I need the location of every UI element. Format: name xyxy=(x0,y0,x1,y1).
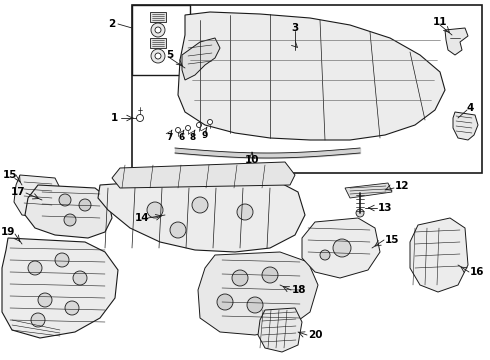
Circle shape xyxy=(170,222,186,238)
Polygon shape xyxy=(258,308,302,352)
Polygon shape xyxy=(410,218,468,292)
Circle shape xyxy=(192,197,208,213)
Text: 14: 14 xyxy=(135,213,149,223)
Text: 17: 17 xyxy=(11,187,25,197)
Text: 3: 3 xyxy=(292,23,298,33)
Polygon shape xyxy=(112,162,295,188)
Circle shape xyxy=(237,204,253,220)
Circle shape xyxy=(73,271,87,285)
Text: 2: 2 xyxy=(108,19,115,29)
Polygon shape xyxy=(302,218,380,278)
Text: 11: 11 xyxy=(433,17,447,27)
Polygon shape xyxy=(345,183,392,198)
Polygon shape xyxy=(178,12,445,140)
Circle shape xyxy=(196,122,201,127)
Circle shape xyxy=(151,49,165,63)
Text: 4: 4 xyxy=(466,103,474,113)
Circle shape xyxy=(232,270,248,286)
Circle shape xyxy=(64,214,76,226)
Bar xyxy=(150,38,166,48)
Circle shape xyxy=(217,294,233,310)
Text: 20: 20 xyxy=(308,330,322,340)
Circle shape xyxy=(186,126,191,130)
Text: 1: 1 xyxy=(111,113,118,123)
Text: 15: 15 xyxy=(3,170,17,180)
Polygon shape xyxy=(198,252,318,335)
Circle shape xyxy=(137,114,144,122)
Circle shape xyxy=(147,202,163,218)
Polygon shape xyxy=(14,175,62,218)
Text: 7: 7 xyxy=(167,134,173,143)
Text: 13: 13 xyxy=(378,203,392,213)
Text: 6: 6 xyxy=(179,134,185,143)
Circle shape xyxy=(31,313,45,327)
Circle shape xyxy=(28,261,42,275)
Circle shape xyxy=(356,209,364,217)
Circle shape xyxy=(320,250,330,260)
Circle shape xyxy=(38,293,52,307)
Text: 18: 18 xyxy=(292,285,307,295)
Bar xyxy=(132,5,190,75)
Bar xyxy=(150,12,166,22)
Polygon shape xyxy=(445,28,468,55)
Circle shape xyxy=(155,53,161,59)
Circle shape xyxy=(247,297,263,313)
Text: 8: 8 xyxy=(190,134,196,143)
Circle shape xyxy=(59,194,71,206)
Circle shape xyxy=(79,199,91,211)
Circle shape xyxy=(207,120,213,125)
Circle shape xyxy=(175,127,180,132)
Polygon shape xyxy=(25,185,112,238)
Polygon shape xyxy=(182,38,220,80)
Bar xyxy=(132,5,482,173)
Text: 12: 12 xyxy=(395,181,410,191)
Circle shape xyxy=(151,23,165,37)
Text: 10: 10 xyxy=(245,155,259,165)
Text: 9: 9 xyxy=(202,130,208,139)
Text: 15: 15 xyxy=(385,235,399,245)
Circle shape xyxy=(333,239,351,257)
Polygon shape xyxy=(2,238,118,338)
Text: 5: 5 xyxy=(167,50,173,60)
Circle shape xyxy=(262,267,278,283)
Text: 19: 19 xyxy=(1,227,15,237)
Polygon shape xyxy=(453,112,478,140)
Circle shape xyxy=(55,253,69,267)
Circle shape xyxy=(65,301,79,315)
Circle shape xyxy=(155,27,161,33)
Text: 16: 16 xyxy=(470,267,485,277)
Polygon shape xyxy=(98,178,305,252)
